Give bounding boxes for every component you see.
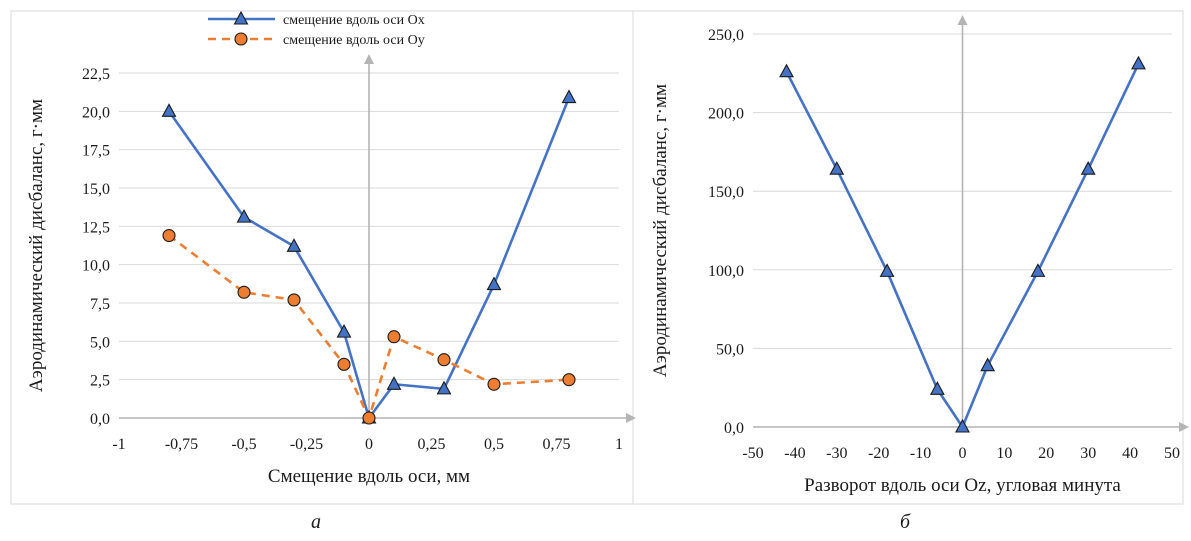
x-tick-label: 40	[1122, 445, 1138, 462]
x-tick-label: 0,5	[484, 436, 504, 453]
data-point-s2	[487, 377, 501, 391]
data-point-s1	[1131, 55, 1146, 70]
x-tick-label: 0,25	[418, 436, 446, 453]
data-point-s1	[955, 418, 970, 433]
data-point-s1	[829, 161, 845, 175]
data-point-s2	[562, 373, 576, 387]
y-tick-label: 7,5	[90, 296, 110, 313]
x-tick-label: -40	[784, 445, 805, 462]
y-tick-label: 150,0	[708, 184, 744, 201]
y-axis-title: Аэродинамический дисбаланс, г·мм	[650, 84, 671, 377]
data-point-s1	[1030, 263, 1046, 277]
data-point-s1	[386, 376, 402, 390]
x-tick-label: -30	[826, 445, 847, 462]
x-axis-title: Смещение вдоль оси, мм	[268, 466, 470, 487]
x-tick-label: 0	[959, 445, 967, 462]
y-tick-label: 12,5	[82, 219, 110, 236]
y-tick-label: 20,0	[82, 104, 110, 121]
x-tick-label: 10	[996, 445, 1012, 462]
x-axis-title: Разворот вдоль оси Oz, угловая минута	[804, 475, 1121, 496]
data-point-s2	[337, 357, 351, 371]
x-tick-label: -0,25	[290, 436, 323, 453]
x-tick-label: -20	[868, 445, 889, 462]
data-point-s1	[1080, 161, 1096, 175]
data-point-s1	[980, 357, 996, 372]
data-point-s1	[161, 103, 177, 117]
chart-a: 0,0 2,5 5,0 7,5 10,0 12,5 15,0 17,5 20,0 22,5 -1 -0…	[26, 10, 636, 487]
legend-label-1: смещение вдоль оси Ox	[283, 13, 425, 28]
y-tick-label: 22,5	[82, 66, 110, 83]
y-tick-label: 15,0	[82, 181, 110, 198]
x-tick-label: -50	[742, 445, 763, 462]
data-point-s1	[561, 89, 577, 104]
x-tick-label: -10	[910, 445, 931, 462]
legend-label-2: смещение вдоль оси Oy	[283, 33, 425, 48]
y-tick-label: 0,0	[90, 411, 110, 428]
chart-b-frame	[632, 10, 1184, 505]
data-point-s1	[236, 208, 252, 223]
data-point-s2	[162, 228, 176, 243]
data-point-s2	[287, 293, 301, 307]
data-point-s1	[929, 381, 945, 395]
y-tick-label: 17,5	[82, 143, 110, 160]
y-tick-label: 2,5	[90, 373, 110, 390]
data-point-s2	[387, 330, 401, 344]
data-point-s1	[779, 63, 794, 78]
chart-a-caption: а	[311, 511, 321, 533]
y-tick-label: 100,0	[708, 263, 744, 280]
y-tick-label: 250,0	[708, 27, 744, 44]
x-tick-label: 0	[365, 436, 373, 453]
x-tick-label: -0,75	[165, 436, 198, 453]
x-tick-label: -0,5	[231, 436, 256, 453]
data-point-s2	[362, 411, 376, 425]
x-tick-label: -1	[112, 436, 125, 453]
x-tick-label: 50	[1164, 445, 1180, 462]
data-point-s1	[336, 323, 352, 338]
y-tick-label: 10,0	[82, 258, 110, 275]
legend-marker-1	[233, 10, 249, 25]
legend: смещение вдоль оси Ox смещение вдоль оси …	[208, 10, 425, 48]
x-tick-label: 20	[1038, 445, 1054, 462]
data-point-s1	[486, 276, 502, 291]
y-tick-label: 0,0	[724, 420, 744, 437]
chart-b: 0,0 50,0 100,0 150,0 200,0 250,0 -50 -40 -30 -20 -…	[650, 15, 1189, 496]
data-point-s1	[879, 263, 895, 277]
data-point-s1	[286, 238, 302, 252]
x-tick-label: 30	[1080, 445, 1096, 462]
x-tick-label: 0,75	[543, 436, 571, 453]
data-point-s1	[436, 380, 452, 395]
y-tick-label: 50,0	[716, 341, 744, 358]
data-point-s2	[237, 285, 251, 299]
y-axis-title: Аэродинамический дисбаланс, г·мм	[26, 99, 47, 392]
chart-b-caption: б	[900, 511, 911, 533]
y-tick-label: 200,0	[708, 106, 744, 123]
y-tick-label: 5,0	[90, 334, 110, 351]
data-point-s2	[437, 353, 451, 367]
legend-marker-2	[234, 32, 248, 46]
x-tick-label: 1	[615, 436, 623, 453]
